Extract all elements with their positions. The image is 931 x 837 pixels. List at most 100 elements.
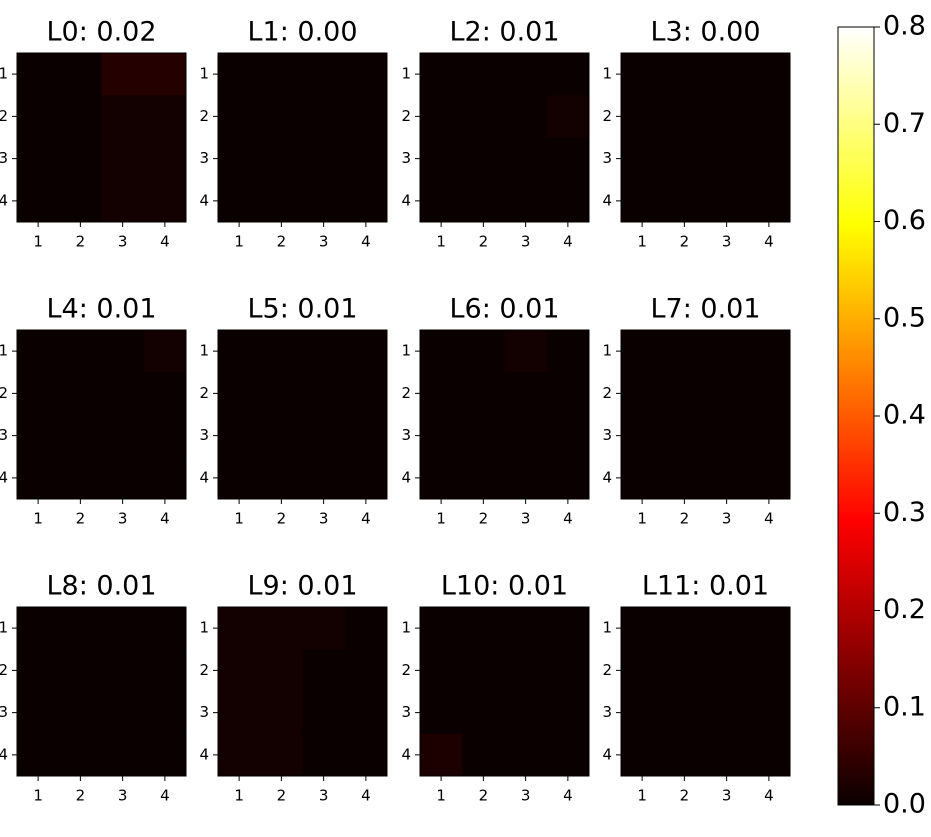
y-tick-label: 2 <box>0 107 8 125</box>
y-tick-label: 4 <box>401 468 411 486</box>
heatmap-cell <box>260 372 303 415</box>
heatmap-cell <box>420 330 463 373</box>
heatmap-cell <box>302 649 346 692</box>
y-tick-label: 4 <box>0 745 8 763</box>
heatmap-cell <box>101 607 145 650</box>
heatmap-panel: L5: 0.01 1 2 3 4 1 2 3 4 <box>199 294 388 528</box>
heatmap-cell <box>504 733 548 777</box>
heatmap-cell <box>705 733 749 777</box>
heatmap-cell <box>504 330 548 373</box>
heatmap-cell <box>546 414 590 458</box>
heatmap-cell <box>747 372 791 415</box>
y-tick-label: 2 <box>401 661 411 679</box>
panel-frame <box>419 329 590 500</box>
heatmap-cell <box>59 179 102 223</box>
y-tick-label: 2 <box>199 107 209 125</box>
heatmap-panel: L0: 0.02 1 2 3 4 1 2 3 4 <box>0 17 187 251</box>
y-tick-label: 4 <box>602 191 612 209</box>
y-tick-label: 1 <box>199 65 209 83</box>
y-tick-label: 2 <box>0 384 8 402</box>
x-tick-label: 2 <box>76 233 86 251</box>
heatmap-cell <box>344 691 388 735</box>
panel-frame <box>620 606 791 777</box>
heatmap-cell <box>344 456 388 500</box>
heatmap-cell <box>17 691 60 735</box>
x-tick-label: 4 <box>563 787 573 805</box>
heatmap-cell <box>462 414 505 458</box>
heatmap-cell <box>747 456 791 500</box>
heatmap-cell <box>218 95 261 138</box>
heatmap-cell <box>621 179 664 223</box>
heatmap-cell <box>504 95 548 138</box>
heatmap-cell <box>420 456 463 500</box>
heatmap-cell <box>218 53 261 96</box>
y-tick-label: 4 <box>401 191 411 209</box>
heatmap-cell <box>420 137 463 181</box>
heatmap-cell <box>621 372 664 415</box>
y-tick-label: 3 <box>602 703 612 721</box>
panel-title: L0: 0.02 <box>46 17 156 48</box>
heatmap-cell <box>59 649 102 692</box>
heatmap-cell <box>420 414 463 458</box>
panel-title: L11: 0.01 <box>642 571 769 602</box>
heatmap-cell <box>260 607 303 650</box>
colorbar-tick-label: 0.8 <box>883 11 926 42</box>
y-tick-label: 3 <box>401 703 411 721</box>
heatmap-cell <box>143 691 187 735</box>
x-tick-label: 3 <box>521 510 531 528</box>
heatmap-cell <box>17 414 60 458</box>
heatmap-cell <box>504 179 548 223</box>
x-tick-label: 4 <box>361 233 371 251</box>
x-tick-label: 2 <box>277 233 287 251</box>
colorbar-tick-label: 0.2 <box>883 594 926 625</box>
x-tick-label: 4 <box>160 233 170 251</box>
y-tick-label: 2 <box>199 384 209 402</box>
heatmap-cell <box>420 179 463 223</box>
x-tick-label: 2 <box>680 233 690 251</box>
heatmap-cell <box>260 733 303 777</box>
heatmap-cell <box>747 733 791 777</box>
heatmap-cell <box>705 95 749 138</box>
heatmap-cell <box>462 95 505 138</box>
y-tick-label: 3 <box>199 149 209 167</box>
heatmap-cell <box>462 330 505 373</box>
colorbar-tick-label: 0.1 <box>883 691 926 722</box>
colorbar: 0.0 0.1 0.2 0.3 0.4 0.5 0.6 0.7 0.8 <box>837 11 926 820</box>
heatmap-panel: L4: 0.01 1 2 3 4 1 2 3 4 <box>0 294 187 528</box>
heatmap-cell <box>663 372 706 415</box>
x-tick-label: 3 <box>722 787 732 805</box>
x-tick-label: 2 <box>479 510 489 528</box>
x-tick-label: 4 <box>563 233 573 251</box>
heatmap-cell <box>344 649 388 692</box>
heatmap-cell <box>218 691 261 735</box>
y-tick-label: 2 <box>602 107 612 125</box>
y-tick-label: 4 <box>602 745 612 763</box>
panel-frame <box>217 52 388 223</box>
colorbar-tick-label: 0.5 <box>883 302 926 333</box>
heatmap-cell <box>504 414 548 458</box>
y-tick-label: 2 <box>602 661 612 679</box>
heatmap-cell <box>462 179 505 223</box>
heatmap-cell <box>663 137 706 181</box>
heatmap-cell <box>747 607 791 650</box>
heatmap-cell <box>59 691 102 735</box>
heatmap-cell <box>747 137 791 181</box>
x-tick-label: 4 <box>361 787 371 805</box>
heatmap-cell <box>59 607 102 650</box>
heatmap-cell <box>705 137 749 181</box>
x-tick-label: 4 <box>563 510 573 528</box>
x-tick-label: 2 <box>479 787 489 805</box>
heatmap-cell <box>59 137 102 181</box>
heatmap-cell <box>621 414 664 458</box>
heatmap-cell <box>621 330 664 373</box>
x-tick-label: 4 <box>764 787 774 805</box>
panel-frame <box>16 52 187 223</box>
heatmap-cell <box>462 456 505 500</box>
heatmap-cell <box>17 95 60 138</box>
heatmap-cell <box>420 607 463 650</box>
panel-frame <box>419 606 590 777</box>
y-tick-label: 3 <box>602 149 612 167</box>
heatmap-cell <box>504 456 548 500</box>
heatmap-cell <box>621 53 664 96</box>
